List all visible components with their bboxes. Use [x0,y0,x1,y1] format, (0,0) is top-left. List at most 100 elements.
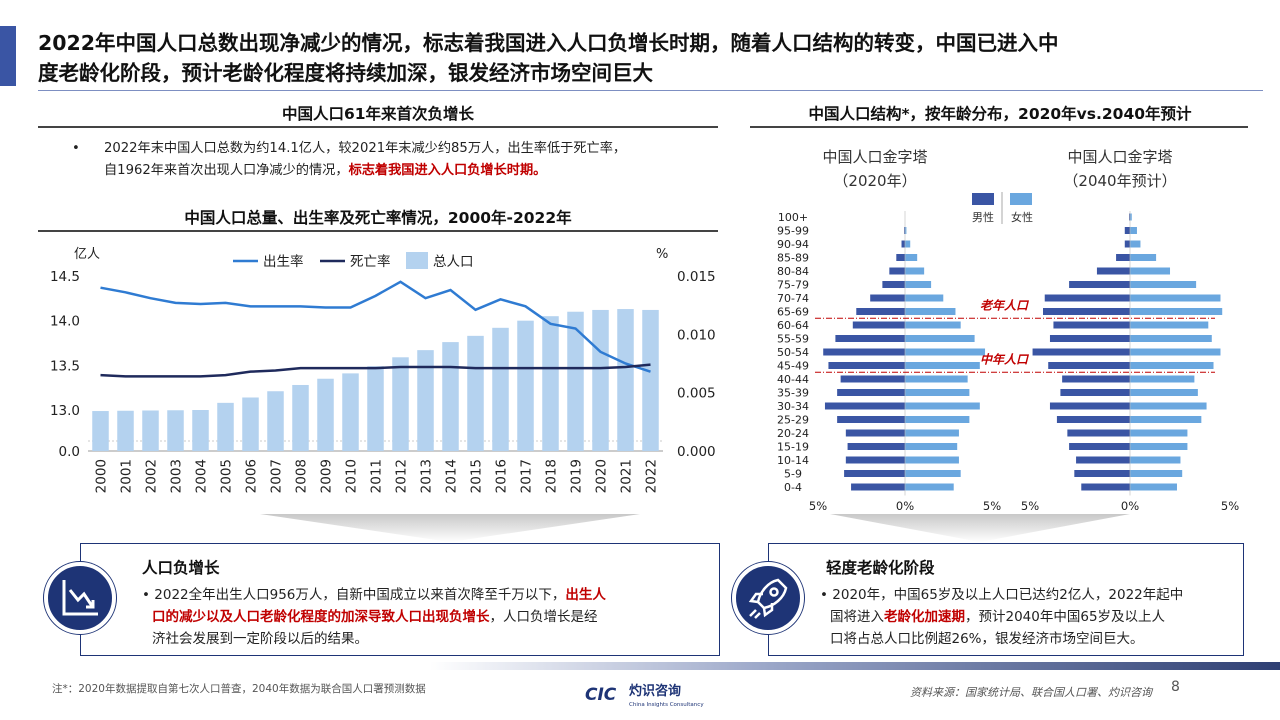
age-group-label: 35-39 [777,387,809,400]
x-tick-label: 2001 [119,459,135,493]
pyramid-2040-male-bar [1074,470,1130,477]
population-bar [592,309,609,451]
right-tick-label: 0.005 [677,386,716,402]
x-tick-label: 2012 [394,459,410,493]
card-left-line-1: • 2022全年出生人口956万人，自新中国成立以来首次降至千万以下，出生人 [142,587,606,603]
left-section-divider [38,126,718,128]
logo-cn: 灼识咨询 [629,683,681,699]
x-tick-label: 2019 [569,459,585,493]
pyramid-axis-label: 5% [1221,499,1239,513]
page-number: 8 [1171,679,1180,695]
age-group-label: 90-94 [777,238,809,251]
x-tick-label: 2011 [369,459,385,493]
population-bar [517,320,534,451]
age-group-label: 70-74 [777,292,809,305]
line-chart-title: 中国人口总量、出生率及死亡率情况，2000年-2022年 [184,209,572,227]
x-tick-label: 2002 [144,459,160,493]
title-divider [38,90,1263,91]
x-tick-label: 2007 [269,459,285,493]
x-tick-label: 2014 [444,459,460,493]
pyramid-2040-female-bar [1130,281,1197,288]
left-pointer-shadow [260,514,640,542]
right-pointer-shadow [830,514,1130,542]
pyramid-2040-male-bar [1096,267,1130,275]
pyramid-2040-female-bar [1130,470,1183,477]
left-tick-label: 0.0 [59,444,80,460]
age-group-label: 5-9 [784,468,802,481]
age-group-label: 10-14 [777,454,809,467]
x-tick-label: 2017 [519,459,535,493]
age-group-label: 80-84 [777,265,809,278]
population-bar [267,391,284,451]
age-group-label: 30-34 [777,400,809,413]
right-section-title: 中国人口结构*，按年龄分布，2020年vs.2040年预计 [808,105,1192,123]
pyramid-2040-female-bar [1130,429,1188,437]
left-tick-label: 13.0 [50,403,80,419]
pyramid-2040-male-bar [1069,443,1130,450]
age-group-label: 40-44 [777,373,809,386]
x-tick-label: 2013 [419,459,435,493]
source-note: 资料来源：国家统计局、联合国人口署、灼识咨询 [910,686,1152,699]
x-tick-label: 2000 [94,459,110,493]
age-group-label: 0-4 [784,481,802,494]
pyramid-2040-male-bar [1129,213,1130,221]
legend-female-label: 女性 [1011,210,1033,224]
pyramid-2040-female-bar [1130,362,1214,369]
population-bar [492,327,509,451]
age-group-label: 25-29 [777,414,809,427]
pyramid-2040-male-bar [1116,254,1130,261]
pyramid-2040-male-bar [1056,416,1130,423]
legend-male-swatch [972,193,994,205]
middle-age-annotation: 中年人口 [980,352,1030,366]
left-section-title: 中国人口61年来首次负增长 [281,105,475,123]
pyramid-2020-male-bar [896,254,905,261]
x-tick-label: 2020 [594,459,610,493]
age-group-label: 100+ [778,211,808,224]
right-tick-label: 0.010 [677,327,716,343]
population-bar [342,373,359,451]
x-tick-label: 2004 [194,459,210,493]
population-bar [117,410,134,451]
population-bar [292,384,309,451]
population-bar [367,366,384,451]
pyramid-2020-female-bar [905,348,986,356]
population-bar [442,342,459,451]
age-group-label: 75-79 [777,279,809,292]
pyramid-2040-female-bar [1130,402,1207,410]
pyramid-2040-female-bar [1130,227,1137,234]
logo-mark: CIC [585,685,617,705]
pyramid-2020-female-bar [905,281,932,288]
population-bar [217,402,234,451]
population-bar [142,410,159,451]
x-tick-label: 2010 [344,459,360,493]
age-group-label: 85-89 [777,252,809,265]
birth-rate-line [100,280,651,373]
pyramid-2020-male-bar [889,267,905,275]
legend-female-swatch [1010,193,1032,205]
legend-birth-label: 出生率 [263,253,304,270]
logo-en: China Insights Consultancy [629,702,704,708]
left-tick-label: 13.5 [50,358,80,374]
pyramid-2020-female-bar [905,362,980,369]
pyramid-2020-female-bar [905,267,925,275]
pyramid-2040-female-bar [1130,375,1195,383]
legend-population-label: 总人口 [433,254,474,270]
card-left-title: 人口负增长 [142,559,220,577]
pyramid-2020-male-bar [835,335,905,342]
pyramid-2020-female-bar [905,470,961,477]
pyramid-2020-male-bar [824,402,905,410]
population-bar [617,309,634,451]
card-icon-circle-left [44,562,116,634]
pyramid-2020-female-bar [905,402,980,410]
pyramid-2020-male-bar [901,240,905,248]
pyramid-2040-female-bar [1130,443,1188,450]
pyramid-2040-male-bar [1069,281,1130,288]
pyramid-2020-male-bar [870,294,905,302]
footer-band [430,662,1280,670]
pyramid-2040-male-bar [1124,227,1130,234]
pyramid-axis-label: 0% [1121,499,1139,513]
pyramid-2020-male-bar [852,321,905,329]
pyramid-2020-female-bar [905,240,911,248]
population-pyramid-chart: 中国人口金字塔 （2020年） 中国人口金字塔 （2040年预计） 男性 女性 100+95… [777,148,1239,513]
